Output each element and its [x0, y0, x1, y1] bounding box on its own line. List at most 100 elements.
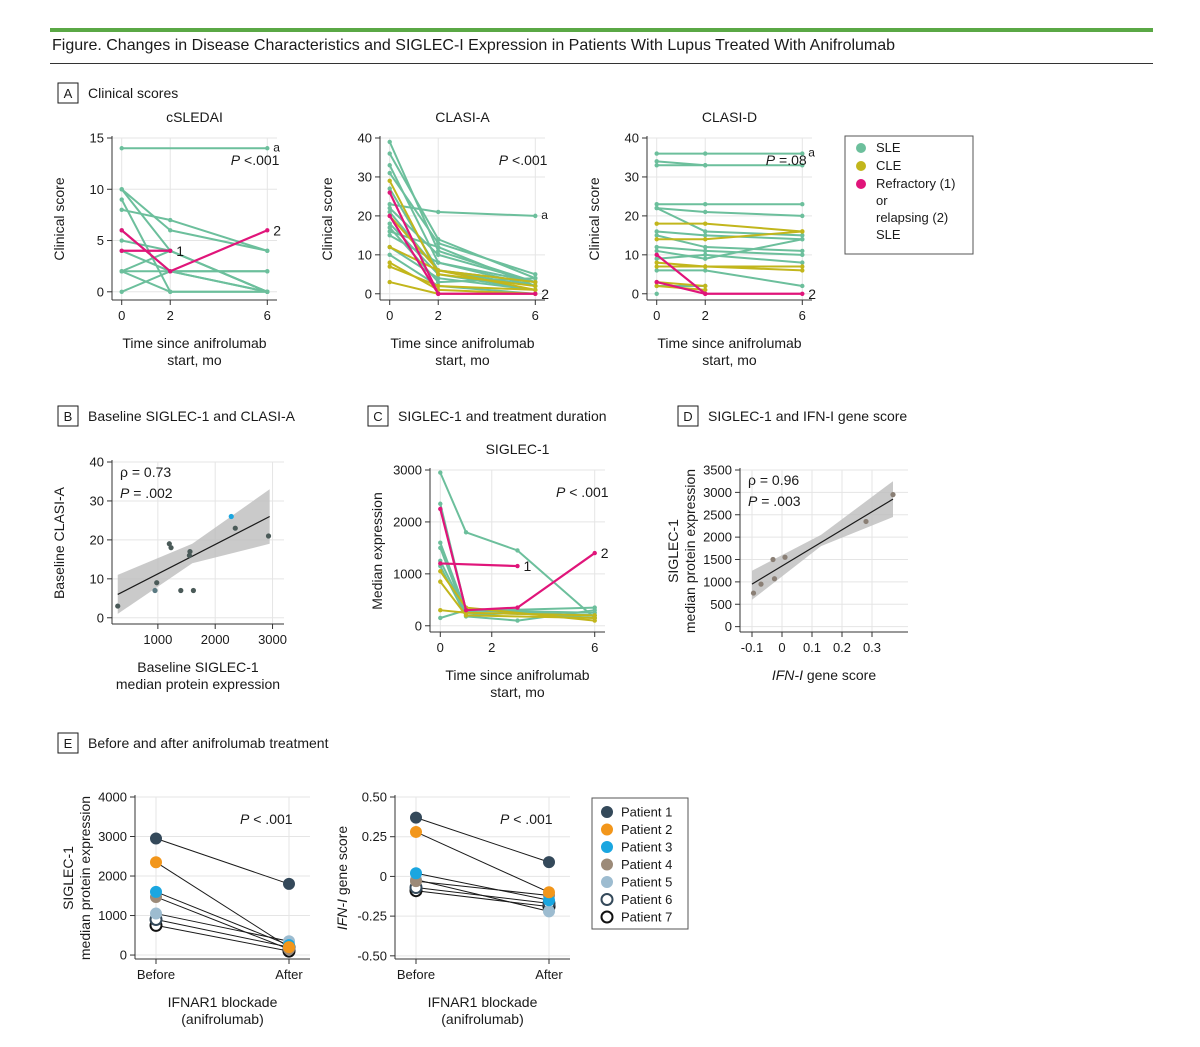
axis-label-x: Time since anifrolumab: [390, 335, 534, 351]
data-point-sle: [592, 607, 597, 613]
tick-label-y: 3000: [98, 829, 127, 844]
confidence-band: [117, 489, 270, 614]
tick-label-x: 0: [386, 308, 393, 323]
legend-panel-a: SLE CLE Refractory (1) or relapsing (2) SLE: [844, 135, 974, 255]
data-point-sle: [387, 233, 392, 238]
patient-line: [155, 918, 290, 948]
data-point-sle: [119, 269, 124, 274]
panel-letter-box: [57, 732, 79, 754]
patient-point: [410, 867, 422, 880]
series-end-label: a: [273, 140, 280, 154]
p-letter: P: [556, 484, 566, 500]
tick-label-x: -0.1: [741, 640, 763, 655]
p-rest: = .003: [757, 493, 800, 509]
data-point-sle: [438, 540, 443, 545]
axis-label-x: start, mo: [702, 352, 757, 368]
tick-label-x: After: [535, 967, 563, 982]
data-point-sle: [654, 229, 659, 234]
data-point-refractory: [703, 291, 708, 296]
axis-label-x: Time since anifrolumab: [122, 335, 266, 351]
tick-label-x: 3000: [258, 632, 287, 647]
paired-group-e1: P < .001: [149, 811, 296, 958]
series-line-refractory: [656, 281, 706, 295]
series-group-c: 1 2 P < .001: [438, 470, 609, 623]
legend-label: Patient 5: [621, 875, 672, 890]
tick-label-y: 2000: [703, 530, 732, 545]
data-point-cle: [533, 279, 538, 285]
legend-marker: [601, 876, 613, 888]
panel-letter-box: [677, 405, 699, 427]
data-point-sle: [387, 186, 392, 191]
data-point-sle: [654, 151, 659, 156]
stat-rho: ρ = 0.73: [120, 464, 171, 480]
patient-point: [283, 877, 295, 890]
panel-letter-box: [57, 82, 79, 104]
p-rest: = .002: [129, 485, 172, 501]
scatter-point: [186, 552, 192, 559]
patient-line: [155, 896, 290, 950]
legend-marker: [856, 179, 866, 189]
series-group-a1: a 1 2 P <.001: [119, 140, 281, 294]
tick-label-x: 6: [799, 308, 806, 323]
axis-label-x: IFNAR1 blockade: [168, 994, 278, 1010]
regression-line: [751, 498, 894, 585]
legend-label: Patient 6: [621, 892, 672, 907]
legend-label: Refractory (1): [876, 176, 955, 191]
data-point-sle: [387, 252, 392, 258]
data-point-sle: [703, 268, 708, 273]
data-point-cle: [387, 178, 392, 184]
series-group-a2: a 2 P <.001: [387, 139, 549, 302]
tick-label-y: 30: [90, 493, 104, 508]
p-value: P < .001: [500, 811, 553, 827]
scatter-point: [190, 587, 197, 594]
data-point-cle: [387, 244, 392, 250]
data-point-sle: [265, 146, 270, 151]
tick-label-y: 1500: [703, 552, 732, 567]
data-point-cle: [800, 229, 805, 234]
tick-label-y: 0: [725, 619, 732, 634]
data-point-sle: [533, 213, 538, 219]
data-point-sle: [119, 207, 124, 212]
p-value: P <.001: [231, 152, 280, 168]
tick-label-y: 40: [625, 131, 639, 146]
data-point-sle: [654, 244, 659, 250]
patient-point: [410, 811, 422, 824]
data-point-sle: [654, 248, 659, 254]
axis-label-y: Median expression: [369, 492, 385, 610]
data-point-sle: [438, 545, 443, 551]
tick-label-x: 0: [653, 308, 660, 323]
data-point-cle: [703, 283, 708, 289]
data-point-refractory: [168, 269, 173, 274]
chart-title: cSLEDAI: [166, 109, 223, 125]
data-point-sle: [119, 197, 124, 202]
legend-panel-e: Patient 1 Patient 2 Patient 3 Patient 4 Pati…: [591, 797, 689, 930]
data-point-cle: [436, 272, 441, 277]
p-rest: < .001: [565, 484, 608, 500]
scatter-point: [187, 548, 193, 555]
data-point-sle: [800, 151, 805, 156]
data-point-cle: [703, 264, 708, 269]
panel-letter-box: [367, 405, 389, 427]
axis-label-x: (anifrolumab): [181, 1011, 263, 1027]
data-point-sle: [436, 240, 441, 246]
data-point-sle: [387, 170, 392, 176]
data-point-refractory: [800, 291, 805, 296]
data-point-sle: [800, 252, 805, 258]
data-point-sle: [800, 213, 805, 219]
p-value: P < .001: [556, 484, 609, 500]
data-point-cle: [654, 221, 659, 226]
series-end-label: 2: [808, 286, 816, 302]
scatter-point: [115, 603, 121, 609]
legend-label: CLE: [876, 158, 902, 173]
data-point-refractory: [119, 248, 124, 253]
scatter-point: [863, 518, 869, 525]
data-point-sle: [703, 202, 708, 207]
panel-letter: C: [373, 409, 382, 424]
patient-point: [283, 941, 295, 954]
axis-label-x: (anifrolumab): [441, 1011, 523, 1027]
chart-title: SIGLEC-1: [486, 441, 550, 457]
axis-label-x: start, mo: [167, 352, 222, 368]
data-point-sle: [387, 229, 392, 234]
tick-label-x: 0.1: [803, 640, 821, 655]
data-point-cle: [436, 283, 441, 289]
